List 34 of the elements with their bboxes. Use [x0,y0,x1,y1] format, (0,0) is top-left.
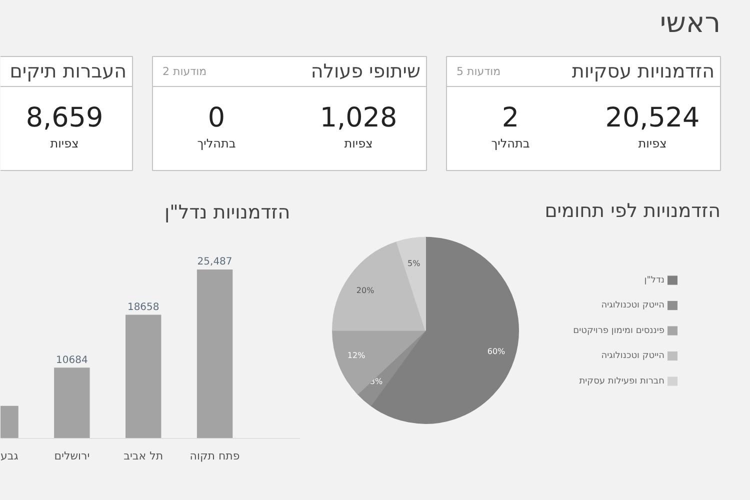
legend-label: הייטק וטכנולוגיה [601,351,665,362]
x-tick-label: פתח תקוה [190,450,240,462]
text: ראשי [660,6,721,39]
text: בתהליך [491,136,530,150]
legend-label: חברות ופעילות עסקית [579,376,665,386]
data-label: 12% [347,350,366,360]
text: 2 [502,102,520,134]
text: העברות תיקים [10,60,127,82]
text: 2 מודעות [162,65,207,78]
text: צפיות [344,136,373,150]
data-label: 18658 [127,302,160,313]
text: 1,028 [320,102,398,134]
x-tick-label: גבע [0,450,19,462]
legend-label: הייטק וטכנולוגיה [601,300,665,311]
text: בתהליך [197,136,236,150]
text: 5 מודעות [456,65,501,78]
text: 0 [208,102,226,134]
data-label: 5% [408,258,421,268]
text: צפיות [50,136,79,150]
data-label: 10684 [56,354,88,366]
text: 8,659 [26,102,104,134]
chart-title: הזדמנויות לפי תחומים [544,200,720,222]
x-tick-label: ירושלים [54,450,90,462]
text: שיתופי פעולה [310,60,421,82]
data-label: 60% [487,346,506,356]
legend-label: נדל"ן [644,275,665,286]
x-tick-label: תל אביב [124,450,164,462]
text: הזדמנויות עסקיות [572,60,715,82]
text: 20,524 [605,102,700,134]
legend-label: פיננסים ומימון פרויקטים [573,326,665,336]
chart-title: הזדמנויות נדל"ן [164,202,290,224]
data-label: 25,487 [197,256,232,268]
data-label: 20% [356,286,375,296]
text: צפיות [638,136,667,150]
